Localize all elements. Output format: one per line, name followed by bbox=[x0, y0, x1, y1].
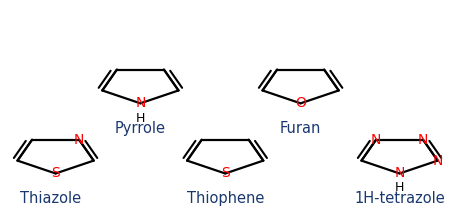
Text: H: H bbox=[136, 112, 145, 125]
Text: N: N bbox=[418, 133, 428, 147]
Text: N: N bbox=[394, 166, 405, 180]
Text: S: S bbox=[51, 166, 60, 180]
Text: 1H-tetrazole: 1H-tetrazole bbox=[354, 191, 445, 206]
Text: N: N bbox=[135, 96, 146, 110]
Text: N: N bbox=[371, 133, 381, 147]
Text: Pyrrole: Pyrrole bbox=[115, 121, 166, 136]
Text: H: H bbox=[395, 181, 404, 194]
Text: Furan: Furan bbox=[280, 121, 321, 136]
Text: Thiophene: Thiophene bbox=[187, 191, 264, 206]
Text: N: N bbox=[74, 133, 84, 147]
Text: Thiazole: Thiazole bbox=[20, 191, 82, 206]
Text: S: S bbox=[221, 166, 229, 180]
Text: O: O bbox=[295, 96, 306, 110]
Text: N: N bbox=[432, 154, 443, 168]
